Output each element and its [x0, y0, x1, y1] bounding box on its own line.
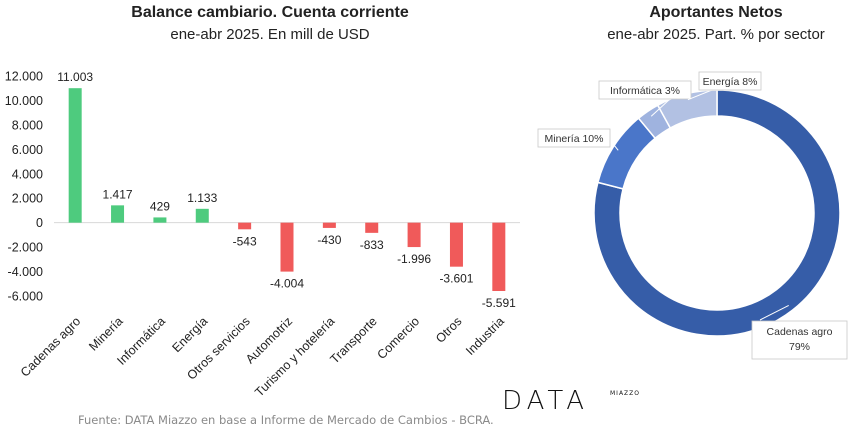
donut-label-box: [698, 71, 762, 91]
bar-0: [68, 88, 82, 223]
y-tick-label: -4.000: [8, 265, 43, 279]
donut-label-text: 79%: [789, 341, 810, 353]
donut-leader-line: [609, 139, 619, 151]
x-tick-label: Cadenas agro: [18, 314, 83, 379]
bar-chart: 12.000 10.000 8.000 6.000 4.000 2.000 0 -2.000 -…: [5, 70, 520, 399]
y-tick-label: 12.000: [5, 70, 43, 84]
x-tick-label: Minería: [86, 314, 125, 353]
donut-label-text: Minería 10%: [545, 133, 604, 145]
bar-9: [449, 222, 463, 267]
bar-10: [492, 222, 506, 292]
bar-value-label: -833: [360, 238, 384, 252]
y-tick-label: 8.000: [12, 118, 43, 132]
bar-4: [238, 222, 252, 230]
logo-main-text: DATA: [502, 386, 589, 416]
source-footnote: Fuente: DATA Miazzo en base a Informe de…: [78, 413, 494, 427]
donut-slice-0: [593, 89, 841, 337]
x-tick-label: Comercio: [374, 314, 422, 362]
bar-value-label: -5.591: [482, 296, 516, 310]
donut-leader-line: [687, 89, 713, 101]
x-tick-label: Energía: [170, 314, 211, 355]
donut-label-box: [598, 80, 692, 100]
bar-1: [111, 205, 125, 223]
bar-chart-subtitle: ene-abr 2025. En mill de USD: [170, 26, 369, 43]
bar-value-label: -3.601: [439, 272, 473, 286]
bar-3: [195, 208, 209, 223]
y-tick-label: 0: [36, 216, 43, 230]
donut-leader-line: [759, 305, 789, 321]
logo-sub-text: MIAZZO: [610, 390, 640, 397]
x-tick-label: Turismo y hotelería: [252, 314, 337, 399]
bar-value-label: -1.996: [397, 252, 431, 266]
y-tick-label: 4.000: [12, 167, 43, 181]
brand-logo: DATA MIAZZO: [502, 386, 639, 416]
y-tick-label: 6.000: [12, 143, 43, 157]
bar-value-label: -430: [317, 233, 341, 247]
bar-value-label: 1.133: [187, 191, 217, 205]
pie-chart-title: Aportantes Netos: [649, 4, 782, 21]
bar-value-label: -4.004: [270, 277, 304, 291]
donut-leader-line: [650, 98, 671, 117]
donut-label-text: Energía 8%: [703, 76, 758, 88]
pie-chart-subtitle: ene-abr 2025. Part. % por sector: [607, 26, 825, 43]
bar-7: [365, 222, 379, 233]
bar-value-label: -543: [233, 234, 257, 248]
x-tick-label: Otros: [433, 314, 465, 346]
bar-5: [280, 222, 294, 272]
donut-chart: Cadenas agro 79% Minería 10% Informática 3%…: [537, 71, 848, 360]
donut-label-box: [751, 320, 848, 360]
bar-value-label: 1.417: [103, 187, 133, 201]
donut-label-box: [537, 128, 611, 148]
bar-2: [153, 217, 167, 223]
bar-6: [322, 222, 336, 228]
bar-value-label: 429: [150, 199, 170, 213]
bar-8: [407, 222, 421, 248]
bar-value-label: 11.003: [57, 70, 93, 84]
bar-chart-title: Balance cambiario. Cuenta corriente: [131, 4, 409, 21]
y-tick-label: -2.000: [8, 241, 43, 255]
donut-label-text: Informática 3%: [610, 85, 680, 97]
x-tick-label: Industria: [463, 314, 507, 358]
y-tick-label: 10.000: [5, 94, 43, 108]
y-tick-label: 2.000: [12, 192, 43, 206]
donut-label-text: Cadenas agro: [767, 326, 833, 338]
y-tick-label: -6.000: [8, 290, 43, 304]
